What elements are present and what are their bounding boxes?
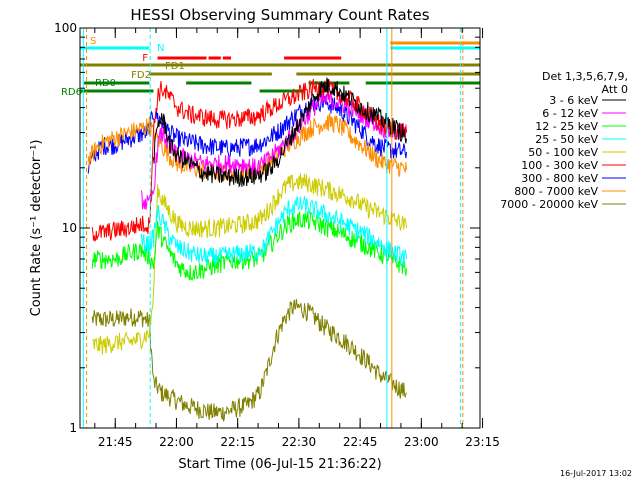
legend-label-7: 800 - 7000 keV	[514, 185, 598, 198]
series-line-8	[91, 298, 407, 422]
x-axis-label: Start Time (06-Jul-15 21:36:22)	[178, 457, 381, 472]
flag-bars	[80, 41, 480, 93]
flag-label-fd1: FD1	[165, 61, 185, 72]
legend-label-1: 6 - 12 keV	[542, 107, 598, 120]
chart-title: HESSI Observing Summary Count Rates	[130, 6, 429, 24]
series-line-6	[87, 94, 407, 174]
x-tick-label-2200: 22:00	[159, 435, 194, 449]
legend-label-2: 12 - 25 keV	[535, 120, 598, 133]
y-tick-label-1: 1	[69, 421, 77, 435]
series-line-3	[140, 196, 407, 267]
series-line-0	[153, 77, 407, 188]
x-tick-label-2315: 23:15	[465, 435, 500, 449]
x-tick-label-2145: 21:45	[98, 435, 133, 449]
series-lines	[87, 77, 407, 422]
legend-label-0: 3 - 6 keV	[549, 94, 598, 107]
x-tick-label-2245: 22:45	[343, 435, 378, 449]
legend-label-8: 7000 - 20000 keV	[500, 198, 598, 211]
flag-label-rd6: RD6	[61, 87, 82, 98]
series-line-4	[92, 173, 407, 355]
legend-label-3: 25 - 50 keV	[535, 133, 598, 146]
flag-label-fd2: FD2	[131, 70, 151, 81]
series-line-5	[91, 78, 407, 242]
legend-header-attenuator: Att 0	[602, 83, 628, 96]
series-line-2	[91, 210, 407, 282]
y-axis-label: Count Rate (s⁻¹ detector⁻¹)	[29, 140, 44, 317]
flag-label-f: F	[142, 53, 148, 64]
x-tick-label-2230: 22:30	[282, 435, 317, 449]
legend-label-6: 300 - 800 keV	[521, 172, 598, 185]
flag-label-n: N	[157, 43, 164, 54]
legend-label-5: 100 - 300 keV	[521, 159, 598, 172]
y-tick-label-10: 10	[62, 221, 77, 235]
x-tick-label-2215: 22:15	[220, 435, 255, 449]
x-tick-label-2300: 23:00	[404, 435, 439, 449]
flag-label-s: S	[90, 36, 96, 47]
legend-header-detectors: Det 1,3,5,6,7,9,	[542, 70, 628, 83]
time-markers	[82, 28, 464, 428]
y-tick-label-100: 100	[54, 21, 77, 35]
flag-label-rd0: RD0	[95, 78, 116, 89]
flag-labels: S NF FD1 FD2 RD0 RD6	[61, 36, 185, 98]
axes: 1 10 100 21:45 22:00 22:15 22:30 22:45 23:00 23:1…	[54, 21, 500, 449]
series-line-1	[140, 91, 407, 210]
footer-timestamp: 16-Jul-2017 13:02	[560, 469, 632, 478]
legend-label-4: 50 - 100 keV	[528, 146, 598, 159]
